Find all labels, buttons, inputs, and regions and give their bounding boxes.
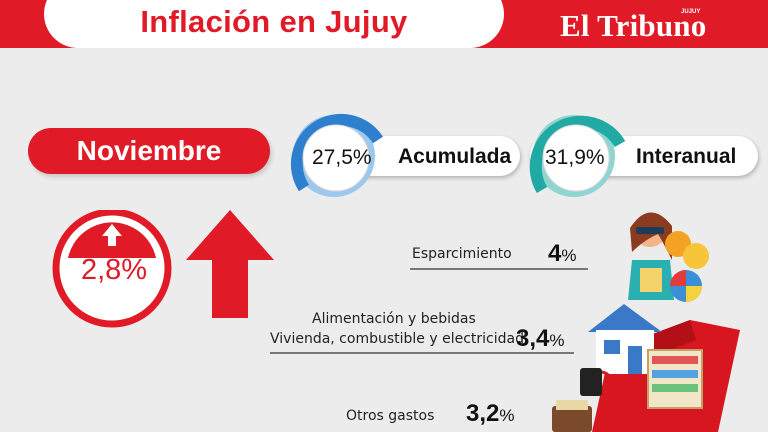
- accumulated-value: 27,5%: [312, 146, 372, 169]
- up-arrow-icon: [186, 210, 274, 318]
- month-label: Noviembre: [76, 135, 222, 166]
- category-label-housing: Vivienda, combustible y electricidad: [270, 331, 524, 347]
- accumulated-gauge-icon: [290, 113, 384, 197]
- monthly-badge: [52, 210, 172, 328]
- household-illustration: [552, 212, 740, 432]
- title-pill: Inflación en Jujuy: [44, 0, 504, 48]
- category-value-leisure: 4%: [548, 240, 577, 267]
- interannual-value: 31,9%: [545, 146, 605, 169]
- category-label-other: Otros gastos: [346, 408, 435, 424]
- category-value-other: 3,2%: [466, 400, 515, 427]
- divider-leisure: [410, 268, 588, 270]
- brand-subtitle: JUJUY: [681, 9, 701, 15]
- interannual-gauge-icon: [529, 115, 626, 197]
- accumulated-label: Acumulada: [398, 145, 512, 168]
- month-pill: Noviembre: [28, 128, 270, 174]
- brand-logo: El Tribuno: [560, 8, 707, 43]
- category-label-food: Alimentación y bebidas: [312, 311, 476, 327]
- page-title: Inflación en Jujuy: [140, 4, 408, 39]
- interannual-label: Interanual: [636, 145, 737, 168]
- monthly-value: 2,8%: [80, 254, 148, 286]
- category-label-leisure: Esparcimiento: [412, 246, 512, 262]
- category-value-food-housing: 3,4%: [516, 325, 565, 352]
- header-bar: Inflación en Jujuy El Tribuno JUJUY: [0, 0, 768, 48]
- divider-food-housing: [270, 352, 574, 354]
